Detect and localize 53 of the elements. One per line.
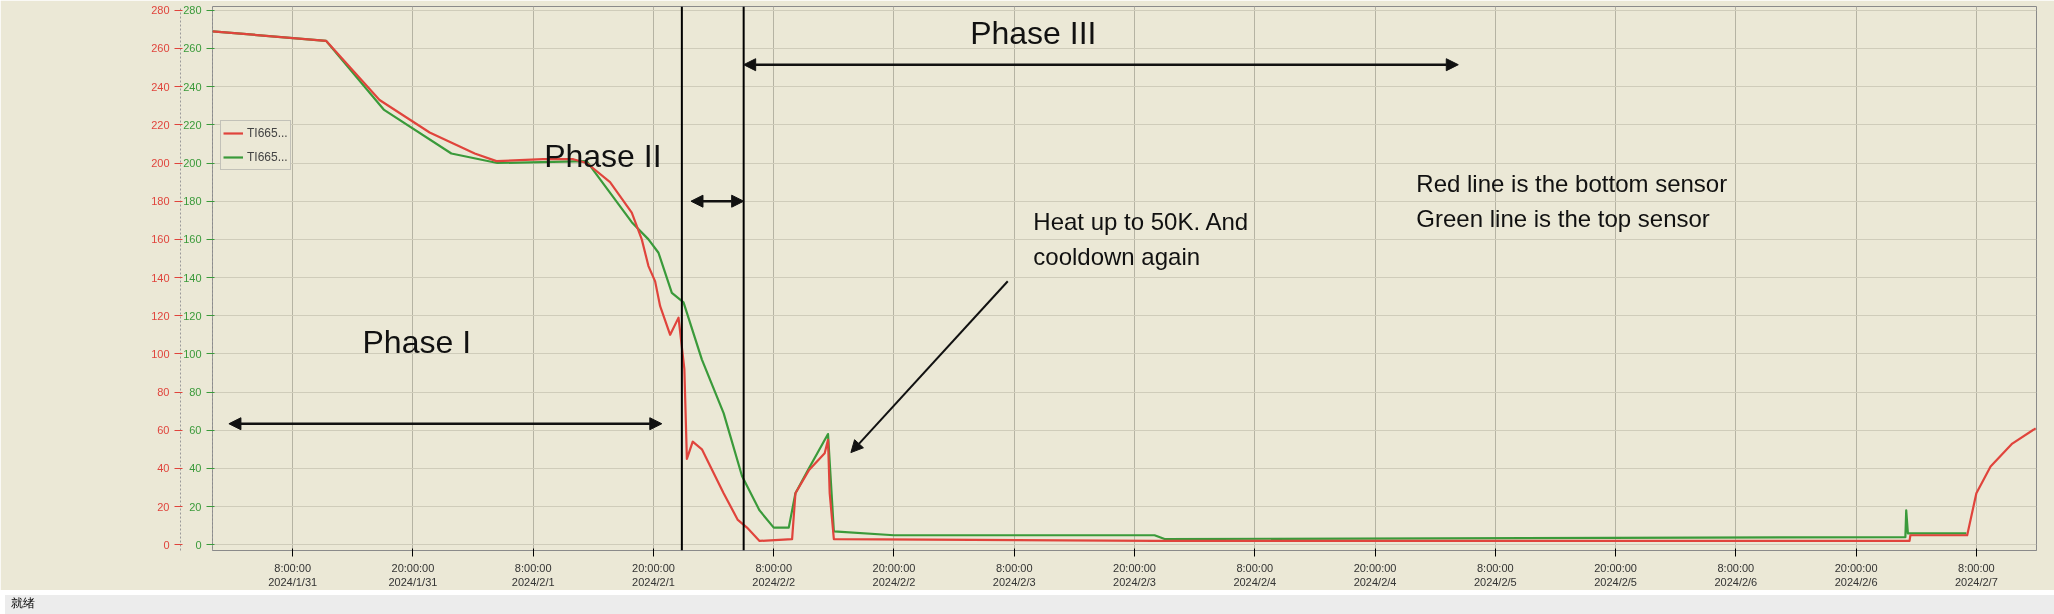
x-tick-label: 8:00:00 2024/2/4 [1233, 561, 1277, 588]
x-tick-label: 8:00:00 2024/2/2 [752, 561, 796, 588]
y2-tick-label: 260 [183, 42, 202, 55]
y2-tick-label: 220 [183, 118, 202, 131]
x-tick-label: 8:00:00 2024/2/3 [992, 561, 1036, 588]
y2-tick-label: 180 [183, 195, 202, 208]
x-tick-label: 8:00:00 2024/2/1 [511, 561, 555, 588]
y2-tick-label: 240 [183, 80, 202, 93]
x-tick-label: 20:00:00 2024/2/4 [1353, 561, 1397, 588]
annotation: Phase III [970, 15, 1097, 52]
y2-tick-label: 0 [195, 538, 202, 551]
y-tick-label: 60 [157, 424, 170, 437]
y-tick-label: 200 [151, 157, 170, 170]
y-tick-label: 20 [157, 500, 170, 513]
annotation: Heat up to 50K. And cooldown again [1033, 207, 1249, 270]
x-tick-label: 8:00:00 2024/2/7 [1954, 561, 1998, 588]
y-tick-label: 280 [151, 4, 170, 17]
annotation: Phase I [362, 323, 472, 360]
x-tick-label: 20:00:00 2024/1/31 [388, 561, 438, 588]
y2-tick-label: 40 [189, 462, 202, 475]
y-tick-label: 0 [163, 538, 170, 551]
y2-tick-label: 20 [189, 500, 202, 513]
legend-label: TI665... [247, 126, 288, 140]
x-tick-label: 20:00:00 2024/2/1 [632, 561, 675, 588]
y2-tick-label: 120 [183, 309, 202, 322]
y2-tick-label: 200 [183, 157, 202, 170]
x-tick-label: 8:00:00 2024/2/5 [1473, 561, 1517, 588]
y-tick-label: 260 [151, 42, 170, 55]
y2-tick-label: 80 [189, 386, 202, 399]
y-tick-label: 80 [157, 386, 170, 399]
x-tick-label: 8:00:00 2024/1/31 [268, 561, 318, 588]
y-tick-label: 160 [151, 233, 170, 246]
y-tick-label: 180 [151, 195, 170, 208]
x-tick-label: 20:00:00 2024/2/2 [872, 561, 916, 588]
y2-tick-label: 280 [183, 4, 202, 17]
y2-tick-label: 140 [183, 271, 202, 284]
y-tick-label: 40 [157, 462, 170, 475]
annotation: Phase II [544, 137, 662, 174]
x-tick-label: 20:00:00 2024/2/6 [1834, 561, 1878, 588]
legend-label: TI665... [247, 150, 288, 164]
y-tick-label: 240 [151, 80, 170, 93]
y2-tick-label: 100 [183, 347, 202, 360]
x-tick-label: 20:00:00 2024/2/3 [1113, 561, 1156, 588]
x-tick-label: 20:00:00 2024/2/5 [1594, 561, 1637, 588]
text: 就绪 [11, 595, 35, 612]
y-tick-label: 100 [151, 347, 170, 360]
y-tick-label: 220 [151, 118, 170, 131]
y-tick-label: 120 [151, 309, 170, 322]
y-tick-label: 140 [151, 271, 170, 284]
annotation: Red line is the bottom sensor Green line is the top sensor [1416, 169, 1728, 232]
y2-tick-label: 160 [183, 233, 202, 246]
y2-tick-label: 60 [189, 424, 202, 437]
x-tick-label: 8:00:00 2024/2/6 [1714, 561, 1758, 588]
